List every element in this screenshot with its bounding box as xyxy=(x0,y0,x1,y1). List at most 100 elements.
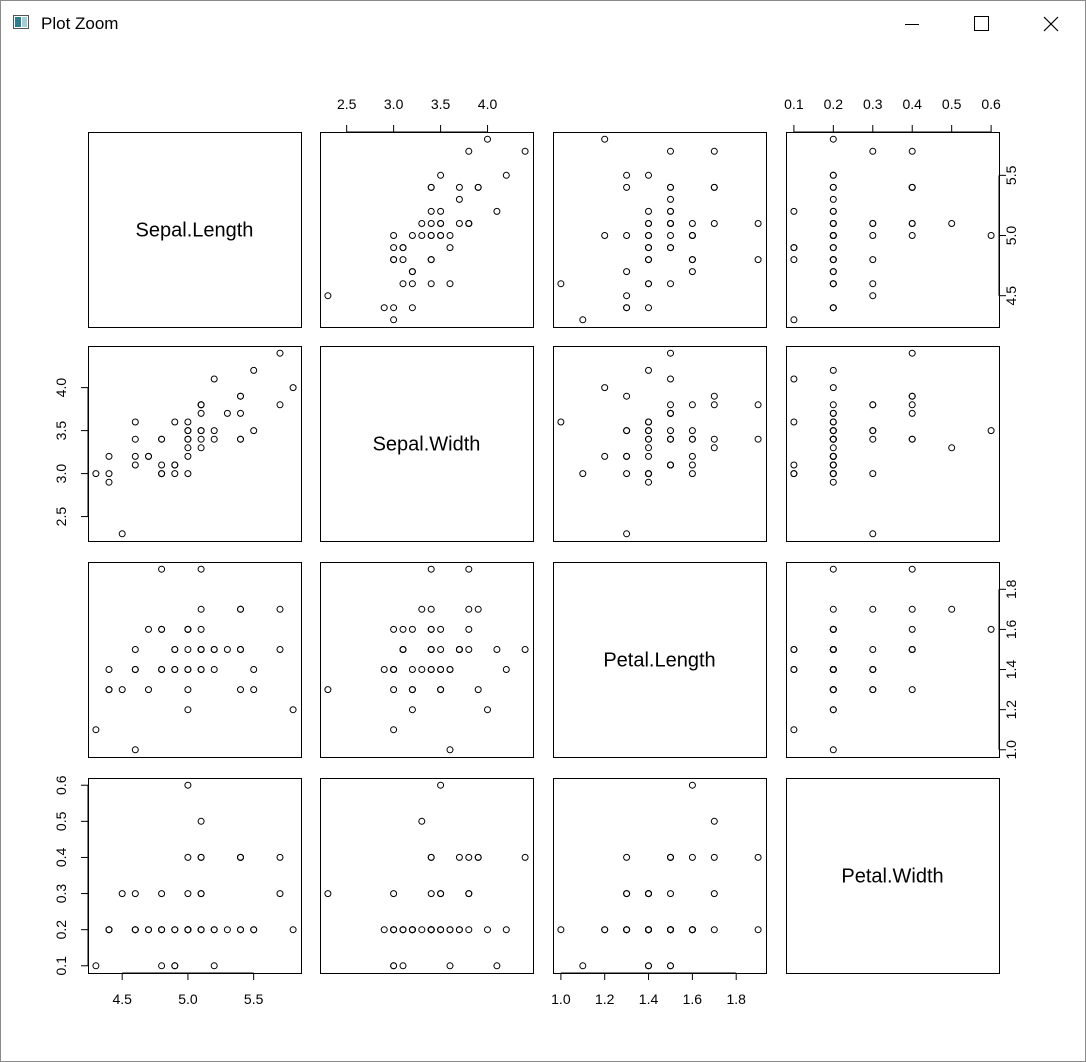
data-point xyxy=(667,409,674,417)
title-bar[interactable]: Plot Zoom xyxy=(1,1,1085,47)
tick-label: 1.8 xyxy=(1003,579,1019,599)
data-point xyxy=(790,726,798,734)
data-point xyxy=(118,530,126,538)
data-point xyxy=(380,666,388,673)
data-point xyxy=(667,232,674,239)
data-point xyxy=(829,418,837,426)
data-point xyxy=(171,926,179,934)
data-point xyxy=(829,207,837,215)
minimize-button[interactable] xyxy=(889,1,935,47)
diagonal-label-sepal-width: Sepal.Width xyxy=(373,434,481,456)
tick-label: 3.0 xyxy=(53,464,69,484)
data-point xyxy=(408,625,416,633)
data-point xyxy=(623,926,631,934)
data-point xyxy=(324,292,332,300)
data-point xyxy=(437,666,445,673)
data-point xyxy=(623,470,631,478)
data-point xyxy=(474,183,482,191)
data-point xyxy=(197,817,205,825)
data-point xyxy=(197,427,205,435)
data-point xyxy=(446,746,454,754)
data-point xyxy=(829,605,837,613)
data-point xyxy=(427,605,435,613)
data-point xyxy=(399,962,407,970)
data-point xyxy=(908,605,916,613)
data-point xyxy=(987,232,995,239)
data-point xyxy=(869,232,877,239)
data-point xyxy=(645,470,652,478)
data-point xyxy=(237,392,244,400)
data-point xyxy=(829,706,837,714)
data-point xyxy=(790,207,798,215)
data-point xyxy=(754,853,762,861)
data-point xyxy=(197,890,205,898)
data-point xyxy=(869,220,877,227)
data-point xyxy=(645,962,652,970)
data-point xyxy=(688,435,696,443)
data-point xyxy=(688,220,696,227)
panel-petal-width-vs-sepal-width xyxy=(320,778,534,974)
panel-sepal-width-vs-petal-length xyxy=(553,346,767,542)
panel-sepal-width-vs-sepal-width xyxy=(320,346,534,542)
data-point xyxy=(579,962,587,970)
data-point xyxy=(908,686,916,694)
data-point xyxy=(474,686,482,694)
data-point xyxy=(250,686,258,694)
data-point xyxy=(829,409,837,417)
data-point xyxy=(829,195,837,203)
data-point xyxy=(502,171,510,179)
data-point xyxy=(390,926,398,934)
data-point xyxy=(829,646,837,653)
data-point xyxy=(829,444,837,452)
data-point xyxy=(484,926,491,934)
data-point xyxy=(158,435,166,443)
tick-label: 1.4 xyxy=(639,991,659,1007)
data-point xyxy=(276,605,284,613)
panel-petal-length-vs-petal-length xyxy=(553,562,767,758)
data-point xyxy=(158,461,166,469)
data-point xyxy=(92,962,100,970)
data-point xyxy=(408,686,416,694)
data-point xyxy=(418,220,426,227)
data-point xyxy=(645,232,652,239)
data-point xyxy=(145,452,152,460)
data-point xyxy=(237,605,244,613)
data-point xyxy=(437,171,445,179)
data-point xyxy=(390,890,398,898)
close-button[interactable] xyxy=(1027,1,1073,47)
data-point xyxy=(869,470,877,478)
tick-label: 0.2 xyxy=(824,96,844,112)
data-point xyxy=(829,452,837,460)
data-point xyxy=(390,232,398,239)
data-point xyxy=(131,666,139,673)
data-point xyxy=(754,926,762,934)
data-point xyxy=(446,926,454,934)
data-point xyxy=(667,926,674,934)
data-point xyxy=(601,384,609,392)
data-point xyxy=(427,646,435,653)
data-point xyxy=(158,926,166,934)
panel-sepal-width-vs-petal-width xyxy=(786,346,1000,542)
data-point xyxy=(829,625,837,633)
data-point xyxy=(223,926,231,934)
data-point xyxy=(645,256,652,264)
panel-sepal-length-vs-sepal-length xyxy=(88,132,302,328)
data-point xyxy=(105,666,113,673)
maximize-button[interactable] xyxy=(958,1,1004,47)
data-point xyxy=(223,646,231,653)
data-point xyxy=(869,401,877,409)
data-point xyxy=(184,452,192,460)
data-point xyxy=(223,409,231,417)
data-point xyxy=(446,666,454,673)
data-point xyxy=(210,962,218,970)
data-point xyxy=(276,890,284,898)
scatterplot-matrix: Sepal.Length Sepal.Width Petal.Length Petal… xyxy=(53,96,1019,1007)
data-point xyxy=(184,646,192,653)
data-point xyxy=(645,427,652,435)
panel-sepal-length-vs-petal-width xyxy=(786,132,1000,328)
data-point xyxy=(399,280,407,288)
data-point xyxy=(92,726,100,734)
data-point xyxy=(399,625,407,633)
data-point xyxy=(427,232,435,239)
data-point xyxy=(105,926,113,934)
